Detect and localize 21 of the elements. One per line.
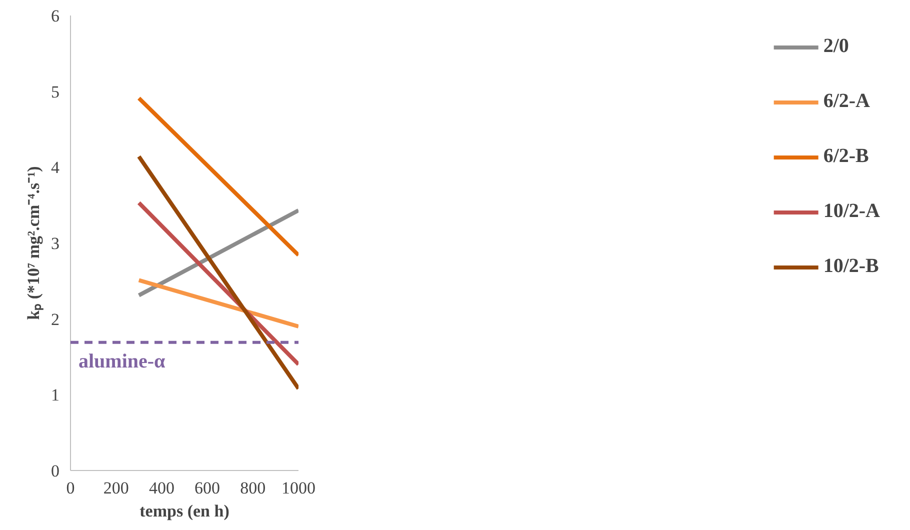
x-tick-label: 200: [103, 478, 129, 498]
y-tick-label: 3: [51, 234, 60, 253]
x-tick-label: 0: [66, 478, 75, 498]
y-tick-label: 2: [51, 310, 60, 329]
x-tick-label: 1000: [282, 478, 316, 498]
legend-label: 6/2-B: [823, 145, 869, 168]
ref-line-label: alumine-α: [78, 350, 166, 372]
legend-label: 10/2-B: [823, 255, 879, 278]
x-tick-label: 600: [194, 478, 220, 498]
y-tick-label: 1: [51, 386, 60, 405]
y-axis-title: kₚ (*10⁷ mg².cm⁻⁴.s⁻¹): [24, 166, 44, 320]
y-tick-label: 0: [51, 462, 60, 480]
legend-label: 10/2-A: [823, 200, 880, 223]
x-tick-label: 800: [240, 478, 266, 498]
legend-label: 6/2-A: [823, 90, 870, 113]
legend-label: 2/0: [823, 35, 849, 58]
x-axis-title: temps (en h): [140, 502, 230, 520]
y-tick-label: 5: [51, 82, 60, 102]
x-tick-label: 400: [148, 478, 174, 498]
y-tick-label: 4: [51, 158, 60, 178]
y-tick-label: 6: [51, 6, 60, 26]
